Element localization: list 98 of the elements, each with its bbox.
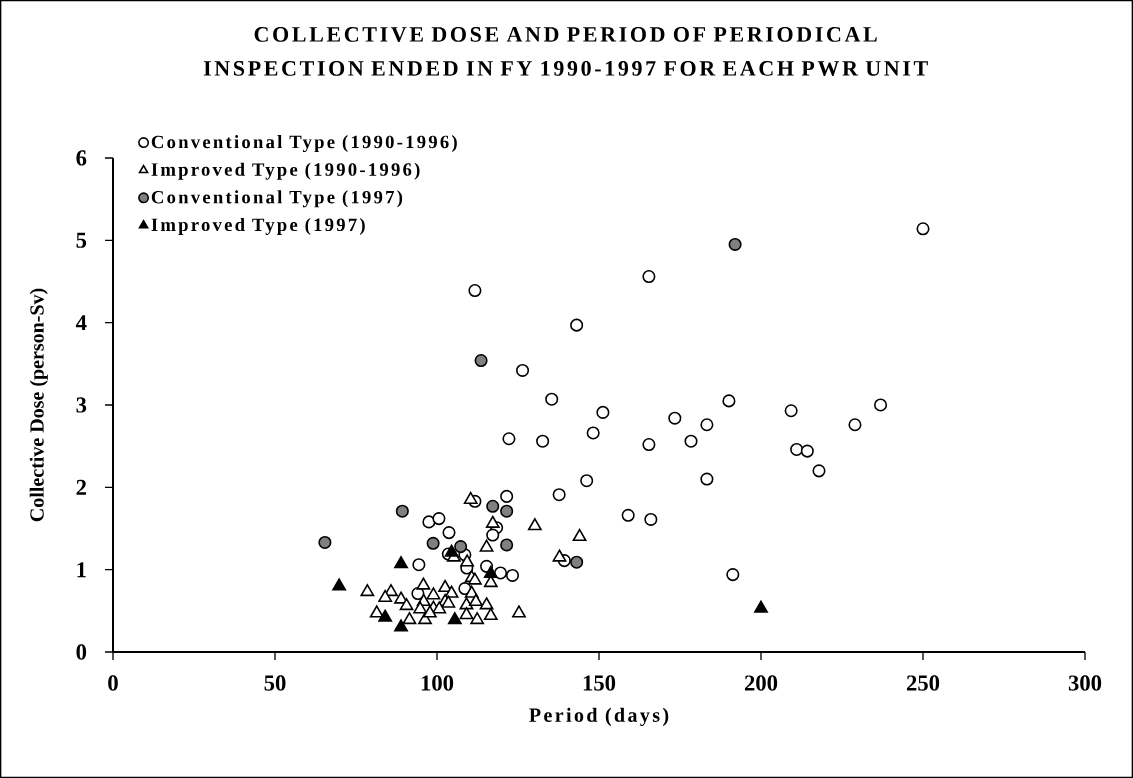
point <box>552 488 566 502</box>
point <box>378 609 393 622</box>
point <box>784 404 798 418</box>
point <box>700 472 714 486</box>
x-tick-label: 50 <box>264 675 286 691</box>
point <box>468 593 483 607</box>
point <box>596 405 610 419</box>
point <box>442 526 456 540</box>
point <box>502 432 516 446</box>
y-tick-label: 1 <box>77 562 86 578</box>
point <box>459 607 474 620</box>
point <box>812 464 826 478</box>
x-tick-label: 100 <box>421 675 454 691</box>
point <box>642 437 656 452</box>
point <box>399 598 414 611</box>
point <box>505 568 520 582</box>
legend-label: Improved Type (1997) <box>151 217 365 235</box>
point <box>586 426 600 440</box>
x-tick-label: 300 <box>1068 675 1102 691</box>
point <box>318 535 332 550</box>
point <box>800 444 814 458</box>
point <box>500 504 514 518</box>
point <box>444 585 459 598</box>
point <box>848 418 862 432</box>
point <box>512 605 526 618</box>
point <box>483 565 498 579</box>
point <box>516 363 530 377</box>
point <box>754 600 768 613</box>
x-tick-label: 150 <box>583 675 616 691</box>
point <box>444 544 459 557</box>
point <box>486 528 500 542</box>
legend-label: Conventional Type (1997) <box>151 190 403 208</box>
point <box>454 540 468 554</box>
point <box>479 597 494 610</box>
legend-label: Improved Type (1990-1996) <box>151 162 420 180</box>
point <box>463 491 478 504</box>
point <box>790 442 804 456</box>
point <box>485 515 500 528</box>
point <box>468 284 482 298</box>
legend-label: Conventional Type (1990-1996) <box>151 135 457 153</box>
point <box>644 512 658 526</box>
point <box>413 601 428 614</box>
point <box>394 591 408 604</box>
point <box>479 539 494 552</box>
x-axis-title: Period (days) <box>529 707 669 726</box>
point <box>572 528 587 542</box>
point <box>580 474 594 488</box>
point <box>422 605 437 618</box>
point <box>432 512 446 526</box>
point <box>426 536 440 550</box>
point <box>527 518 542 531</box>
point <box>460 554 475 567</box>
point <box>570 318 584 332</box>
point <box>500 489 514 503</box>
point <box>412 558 426 572</box>
point <box>432 601 447 614</box>
point <box>422 515 436 529</box>
point <box>684 434 698 448</box>
chart-title: COLLECTIVE DOSE AND PERIOD OF PERIODICAL INSPECTION ENDED IN FY 1990-1997 FOR EACH PWR UNIT <box>203 27 928 76</box>
point <box>416 577 431 590</box>
y-tick-label: 2 <box>76 479 86 495</box>
y-axis-title: Collective Dose (person-Sv) <box>29 288 48 522</box>
point <box>332 578 347 591</box>
point <box>378 589 393 602</box>
y-tick-label: 5 <box>76 232 87 248</box>
point <box>570 555 584 569</box>
point <box>668 411 682 425</box>
point <box>483 607 498 621</box>
point <box>395 504 409 518</box>
x-tick-label: 0 <box>108 675 118 691</box>
point <box>426 587 441 600</box>
point <box>402 612 417 625</box>
point <box>700 418 714 432</box>
point <box>447 612 462 625</box>
point <box>722 394 736 408</box>
x-tick-label: 250 <box>906 675 940 691</box>
point <box>726 568 740 582</box>
x-tick-label: 200 <box>744 675 778 691</box>
point <box>642 270 656 284</box>
y-tick-label: 6 <box>76 150 87 166</box>
point <box>874 398 888 412</box>
point <box>470 612 485 625</box>
point <box>916 222 930 236</box>
y-tick-label: 4 <box>75 315 87 331</box>
point <box>360 584 375 597</box>
point <box>728 237 742 251</box>
point <box>500 538 514 552</box>
point <box>369 605 384 618</box>
point <box>621 508 635 522</box>
y-tick-label: 0 <box>76 644 87 660</box>
point <box>486 499 500 513</box>
point <box>394 619 408 632</box>
point <box>552 549 567 562</box>
point <box>536 434 550 448</box>
point <box>545 392 559 406</box>
point <box>474 354 488 368</box>
point <box>394 556 408 569</box>
y-tick-label: 3 <box>76 397 87 413</box>
